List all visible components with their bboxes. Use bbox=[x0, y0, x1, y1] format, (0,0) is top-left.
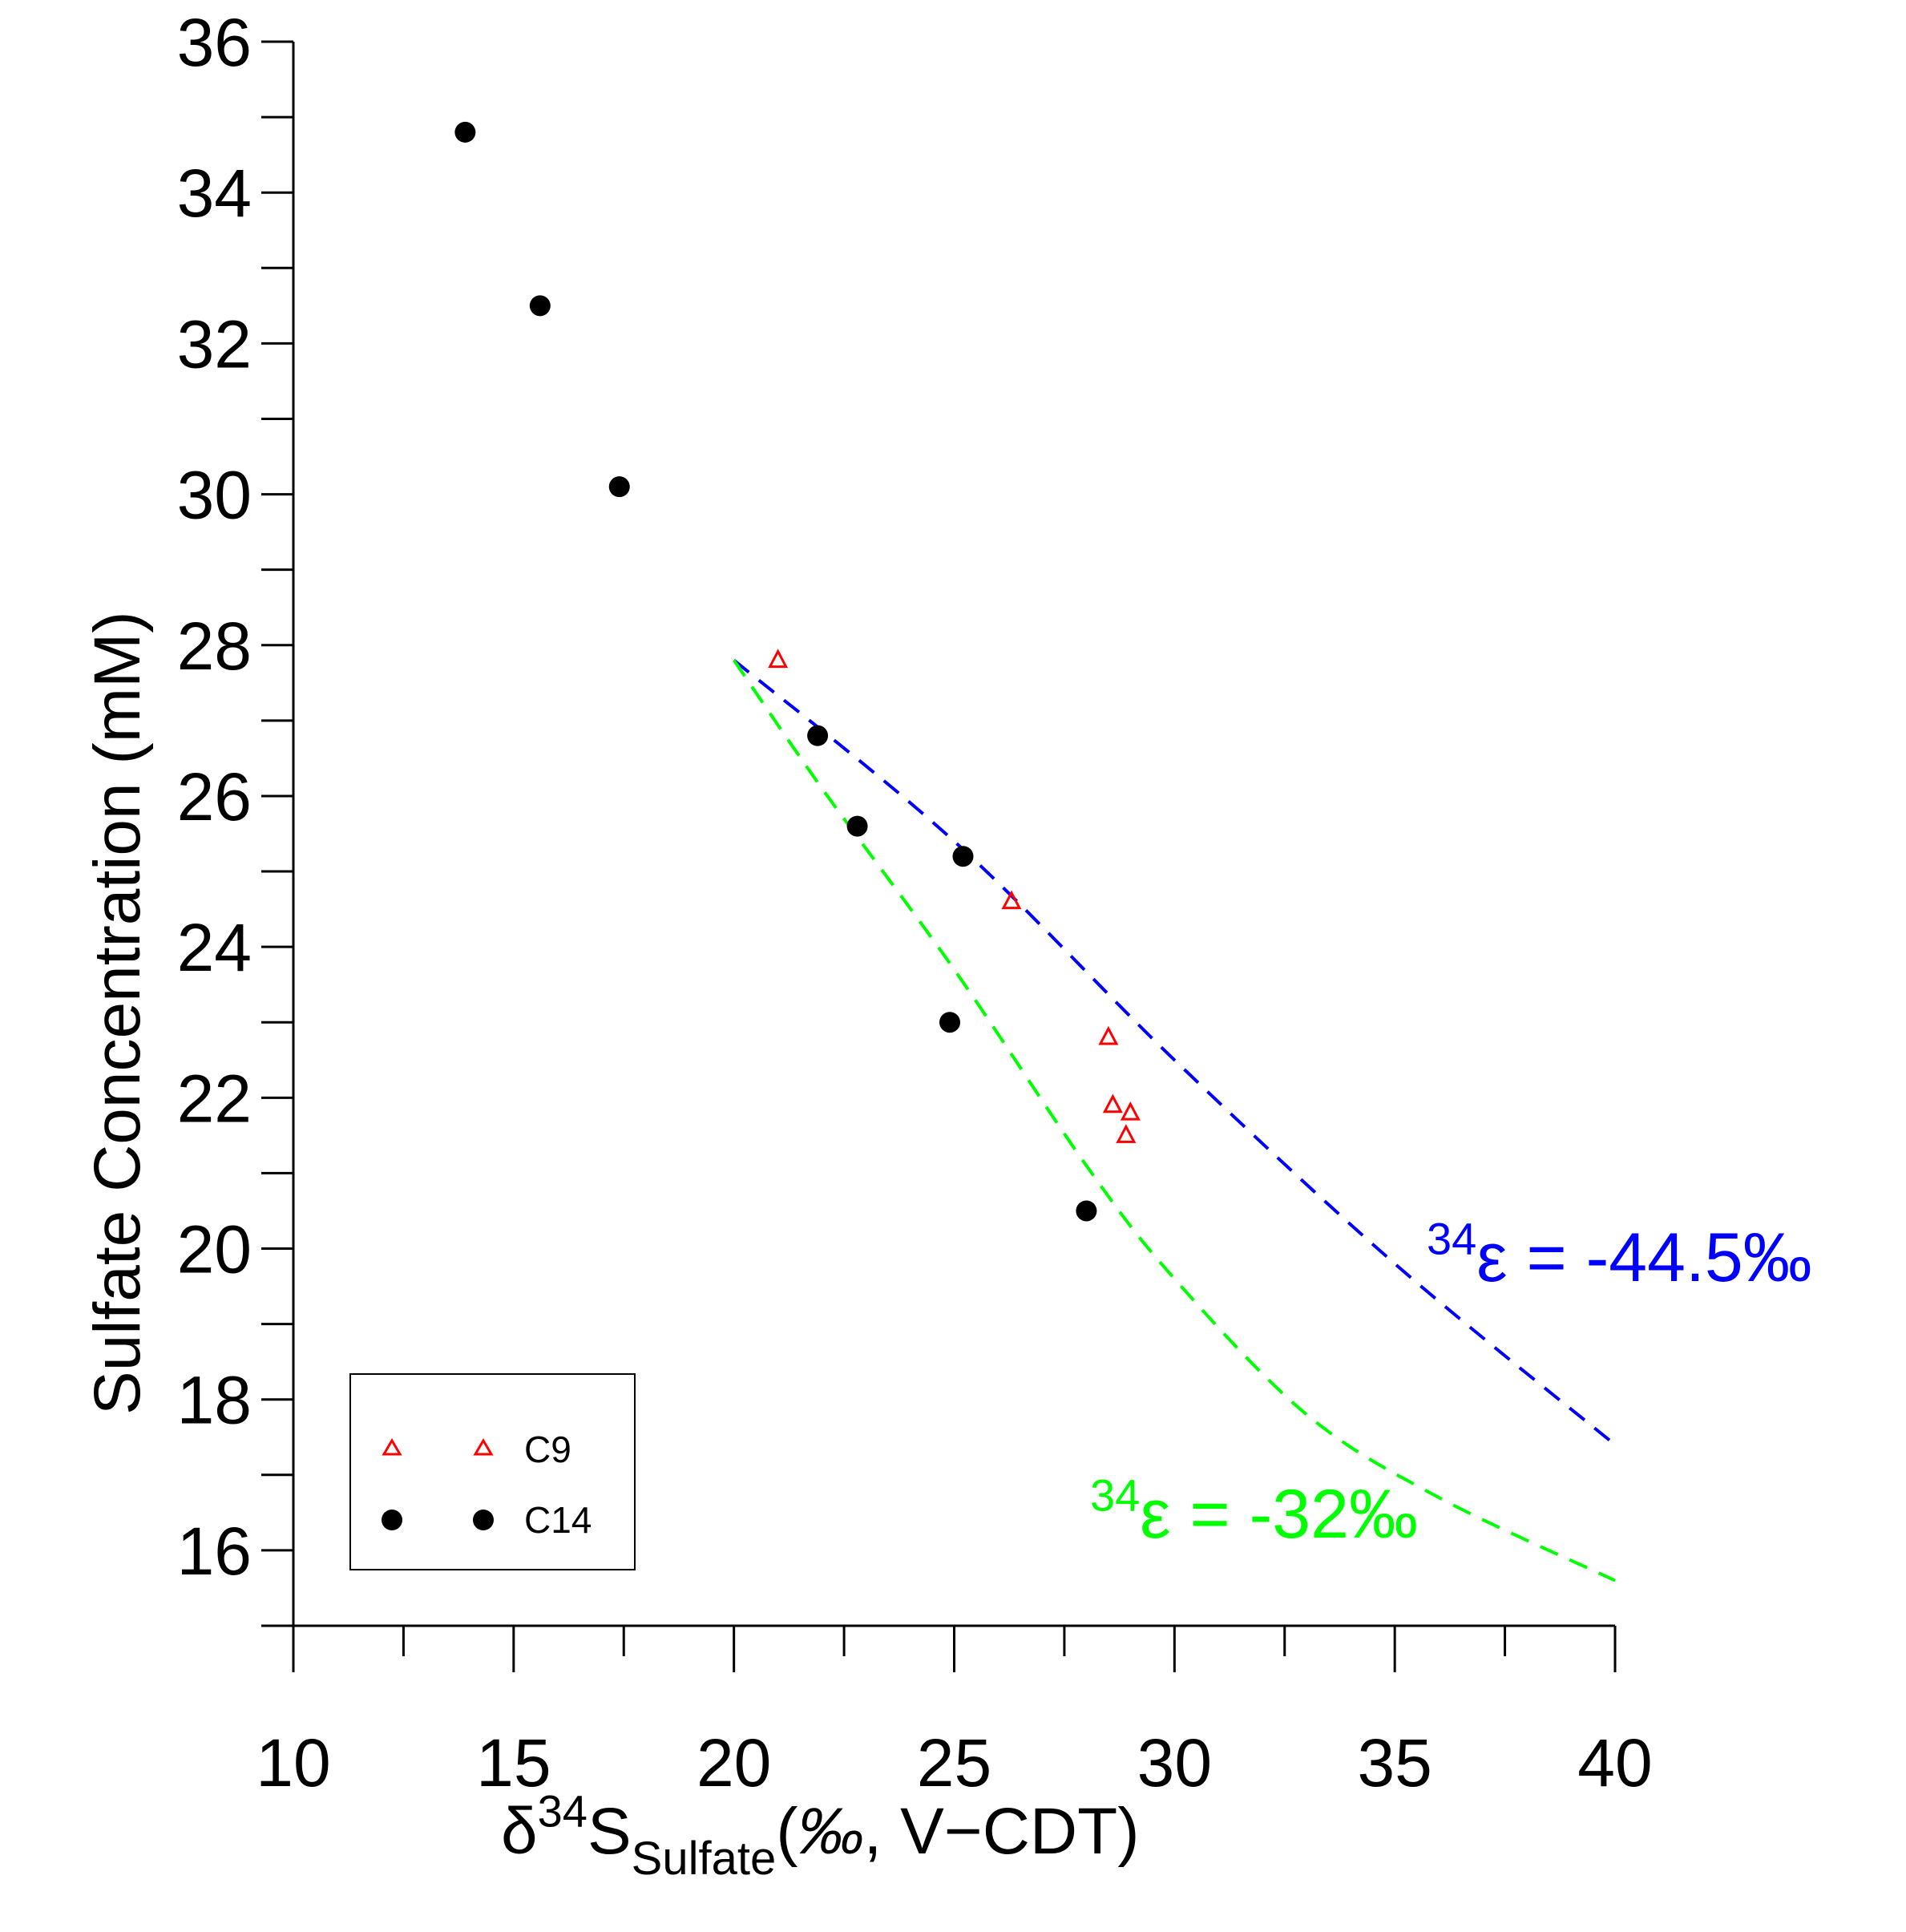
legend-label-c14: C14 bbox=[524, 1499, 592, 1541]
x-axis-title-rest: , V−CDT) bbox=[863, 1795, 1140, 1868]
fit-lines bbox=[733, 659, 1617, 1582]
legend-item-c14: C14 bbox=[351, 1496, 634, 1544]
c14-circle-point bbox=[939, 1012, 961, 1033]
blue-fit-annotation: 34ε = -44.5‰ bbox=[1427, 1216, 1812, 1298]
c9-triangle-point bbox=[1098, 1025, 1119, 1045]
x-axis-title-permil: ‰ bbox=[798, 1795, 864, 1868]
green-fit-line bbox=[733, 659, 1616, 1582]
c9-triangle-point bbox=[1116, 1124, 1137, 1143]
y-tick-label: 18 bbox=[177, 1363, 252, 1438]
y-tick-label: 36 bbox=[177, 5, 252, 80]
x-axis-title-main: S bbox=[587, 1795, 632, 1868]
data-points bbox=[454, 121, 1141, 1222]
legend-dot-icon bbox=[382, 1510, 494, 1530]
green-fit-annotation-sup: 34 bbox=[1090, 1469, 1141, 1521]
c9-triangle-point bbox=[1102, 1093, 1123, 1114]
c14-circle-point bbox=[807, 725, 829, 746]
x-axis-title-sup: 34 bbox=[537, 1785, 588, 1837]
y-tick-label: 30 bbox=[177, 458, 252, 533]
y-axis-title: Sulfate Concentration (mM) bbox=[81, 611, 154, 1415]
legend-label-c9: C9 bbox=[524, 1429, 571, 1470]
blue-fit-line bbox=[733, 659, 1617, 1446]
c9-triangle-point bbox=[768, 649, 789, 669]
y-tick-label: 32 bbox=[177, 306, 252, 382]
axes: 16 18 20 22 24 26 28 30 32 34 36 10 15 20 25 30 35 40 bbox=[177, 5, 1653, 1801]
c14-circle-point bbox=[454, 121, 476, 143]
y-tick-label: 22 bbox=[177, 1061, 252, 1136]
c14-circle-point bbox=[1076, 1200, 1097, 1222]
x-axis-title-sub: Sulfate bbox=[631, 1833, 777, 1886]
legend: C9 C14 bbox=[349, 1373, 636, 1570]
c14-circle-point bbox=[952, 846, 974, 867]
legend-triangle-icon bbox=[382, 1438, 494, 1456]
legend-item-c9: C9 bbox=[351, 1425, 634, 1473]
c14-circle-point bbox=[608, 476, 630, 498]
green-fit-annotation: 34ε = -32‰ bbox=[1090, 1473, 1418, 1554]
y-tick-label: 28 bbox=[177, 608, 252, 684]
y-tick-label: 26 bbox=[177, 759, 252, 835]
green-fit-annotation-text: ε = -32‰ bbox=[1140, 1476, 1418, 1553]
x-axis-title: δ34SSulfate(‰, V−CDT) bbox=[501, 1789, 1140, 1882]
x-tick-label: 30 bbox=[1137, 1725, 1212, 1801]
blue-fit-annotation-sup: 34 bbox=[1427, 1213, 1477, 1264]
y-tick-label: 20 bbox=[177, 1212, 252, 1287]
x-axis-title-delta: δ bbox=[501, 1795, 538, 1868]
x-tick-label: 25 bbox=[917, 1725, 991, 1801]
blue-fit-annotation-text: ε = -44.5‰ bbox=[1476, 1219, 1812, 1296]
x-axis-title-open: ( bbox=[776, 1795, 798, 1868]
y-tick-label: 34 bbox=[177, 156, 252, 231]
x-tick-label: 15 bbox=[476, 1725, 551, 1801]
y-tick-label: 16 bbox=[177, 1514, 252, 1589]
x-tick-label: 40 bbox=[1577, 1725, 1652, 1801]
x-tick-label: 10 bbox=[256, 1725, 330, 1801]
c14-circle-point bbox=[846, 815, 868, 837]
c9-triangle-point bbox=[1001, 890, 1022, 910]
y-tick-label: 24 bbox=[177, 910, 252, 985]
x-tick-label: 35 bbox=[1357, 1725, 1432, 1801]
x-tick-label: 20 bbox=[697, 1725, 771, 1801]
c14-circle-point bbox=[529, 295, 551, 317]
c9-triangle-point bbox=[1120, 1101, 1141, 1121]
